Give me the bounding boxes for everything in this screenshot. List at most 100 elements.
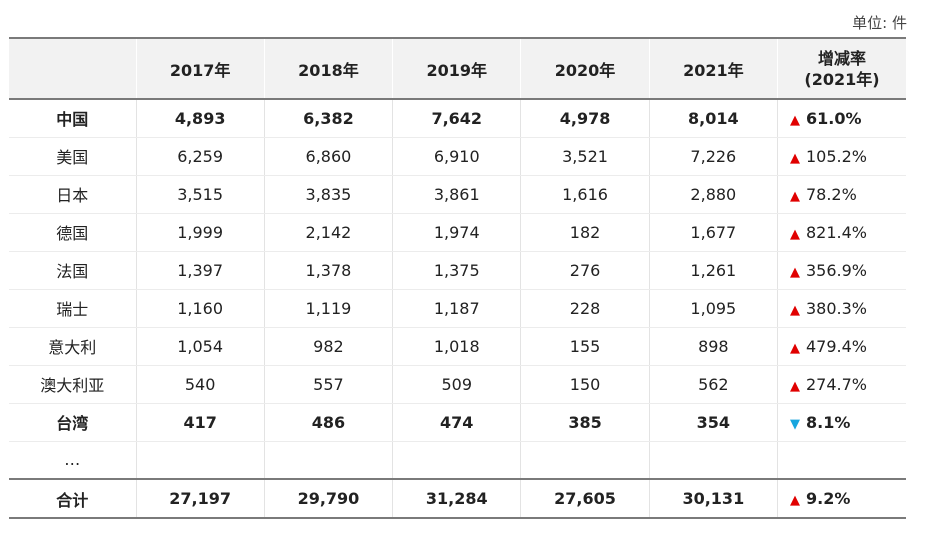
growth-value: 61.0% bbox=[805, 108, 862, 128]
growth-value: 479.4% bbox=[805, 336, 867, 356]
value-cell: 3,515 bbox=[135, 175, 265, 214]
growth-cell: ▲ 821.4% bbox=[776, 213, 906, 252]
value-cell: 417 bbox=[135, 403, 265, 442]
value-cell: 540 bbox=[135, 365, 265, 404]
value-cell: 182 bbox=[520, 213, 650, 252]
value-cell bbox=[648, 441, 778, 480]
value-cell: 228 bbox=[520, 289, 650, 328]
value-cell: 486 bbox=[263, 403, 393, 442]
value-cell: 3,521 bbox=[520, 137, 650, 176]
header-year: 2019年 bbox=[392, 37, 521, 100]
value-cell: 474 bbox=[392, 403, 521, 442]
value-cell: 7,226 bbox=[648, 137, 778, 176]
row-label: 合计 bbox=[9, 478, 136, 519]
value-cell: 385 bbox=[520, 403, 650, 442]
up-triangle-icon: ▲ bbox=[789, 378, 800, 394]
value-cell: 7,642 bbox=[392, 99, 521, 138]
value-cell: 155 bbox=[520, 327, 650, 366]
value-cell bbox=[392, 441, 521, 480]
value-cell: 982 bbox=[263, 327, 393, 366]
unit-label: 单位: 件 bbox=[852, 14, 907, 32]
header-corner bbox=[9, 37, 136, 100]
value-cell: 1,397 bbox=[135, 251, 265, 290]
value-cell: 562 bbox=[648, 365, 778, 404]
up-triangle-icon: ▲ bbox=[789, 493, 800, 508]
table-row: 台湾 417 486 474 385 354 ▼ 8.1% bbox=[9, 403, 906, 442]
value-cell: 1,187 bbox=[392, 289, 521, 328]
growth-cell bbox=[776, 441, 906, 480]
header-year: 2020年 bbox=[520, 37, 650, 100]
value-cell: 1,119 bbox=[263, 289, 393, 328]
header-year: 2018年 bbox=[263, 37, 393, 100]
table-row: 澳大利亚 540 557 509 150 562 ▲ 274.7% bbox=[9, 365, 906, 404]
table-row: 德国 1,999 2,142 1,974 182 1,677 ▲ 821.4% bbox=[9, 213, 906, 252]
value-cell: 8,014 bbox=[648, 99, 778, 138]
down-triangle-icon: ▼ bbox=[789, 416, 800, 432]
growth-value: 9.2% bbox=[805, 489, 851, 508]
value-cell bbox=[520, 441, 650, 480]
growth-value: 274.7% bbox=[805, 374, 867, 394]
growth-cell: ▲ 61.0% bbox=[776, 99, 906, 138]
growth-cell: ▲ 105.2% bbox=[776, 137, 906, 176]
row-label: 法国 bbox=[9, 251, 136, 290]
value-cell: 150 bbox=[520, 365, 650, 404]
table-row: 日本 3,515 3,835 3,861 1,616 2,880 ▲ 78.2% bbox=[9, 175, 906, 214]
table-row: 中国 4,893 6,382 7,642 4,978 8,014 ▲ 61.0% bbox=[9, 99, 906, 138]
value-cell: 6,860 bbox=[263, 137, 393, 176]
value-cell bbox=[263, 441, 393, 480]
header-year: 2017年 bbox=[135, 37, 265, 100]
value-cell: 557 bbox=[263, 365, 393, 404]
up-triangle-icon: ▲ bbox=[789, 302, 800, 318]
value-cell: 1,261 bbox=[648, 251, 778, 290]
value-cell: 1,018 bbox=[392, 327, 521, 366]
row-label: 日本 bbox=[9, 175, 136, 214]
row-label: 瑞士 bbox=[9, 289, 136, 328]
total-row: 合计 27,197 29,790 31,284 27,605 30,131 ▲ 9.2% bbox=[9, 478, 906, 519]
growth-cell: ▲ 479.4% bbox=[776, 327, 906, 366]
table-row: … bbox=[9, 441, 906, 480]
row-label: 台湾 bbox=[9, 403, 136, 442]
value-cell: 3,861 bbox=[392, 175, 521, 214]
value-cell: 1,375 bbox=[392, 251, 521, 290]
value-cell: 898 bbox=[648, 327, 778, 366]
growth-cell: ▼ 8.1% bbox=[776, 403, 906, 442]
table-row: 意大利 1,054 982 1,018 155 898 ▲ 479.4% bbox=[9, 327, 906, 366]
value-cell: 1,160 bbox=[135, 289, 265, 328]
value-cell: 509 bbox=[392, 365, 521, 404]
value-cell: 1,378 bbox=[263, 251, 393, 290]
growth-cell: ▲ 380.3% bbox=[776, 289, 906, 328]
header-growth-title: 增减率 bbox=[817, 48, 866, 68]
value-cell: 4,978 bbox=[520, 99, 650, 138]
table-row: 法国 1,397 1,378 1,375 276 1,261 ▲ 356.9% bbox=[9, 251, 906, 290]
value-cell: 6,382 bbox=[263, 99, 393, 138]
up-triangle-icon: ▲ bbox=[789, 112, 800, 128]
header-row: 2017年 2018年 2019年 2020年 2021年 增减率 (2021年… bbox=[9, 37, 906, 100]
header-year: 2021年 bbox=[648, 37, 778, 100]
value-cell: 1,616 bbox=[520, 175, 650, 214]
row-label: … bbox=[9, 441, 136, 480]
growth-value: 821.4% bbox=[805, 222, 867, 242]
value-cell: 4,893 bbox=[135, 99, 265, 138]
up-triangle-icon: ▲ bbox=[789, 188, 800, 204]
value-cell: 1,974 bbox=[392, 213, 521, 252]
value-cell: 29,790 bbox=[263, 478, 393, 519]
growth-value: 105.2% bbox=[805, 146, 867, 166]
value-cell: 6,259 bbox=[135, 137, 265, 176]
value-cell: 354 bbox=[648, 403, 778, 442]
value-cell: 276 bbox=[520, 251, 650, 290]
table-row: 美国 6,259 6,860 6,910 3,521 7,226 ▲ 105.2% bbox=[9, 137, 906, 176]
growth-value: 380.3% bbox=[805, 298, 867, 318]
growth-cell: ▲ 9.2% bbox=[776, 478, 906, 519]
growth-value: 356.9% bbox=[805, 260, 867, 280]
value-cell bbox=[135, 441, 265, 480]
row-label: 美国 bbox=[9, 137, 136, 176]
growth-value: 78.2% bbox=[805, 184, 857, 204]
growth-cell: ▲ 78.2% bbox=[776, 175, 906, 214]
table-row: 瑞士 1,160 1,119 1,187 228 1,095 ▲ 380.3% bbox=[9, 289, 906, 328]
up-triangle-icon: ▲ bbox=[789, 264, 800, 280]
growth-cell: ▲ 274.7% bbox=[776, 365, 906, 404]
row-label: 德国 bbox=[9, 213, 136, 252]
up-triangle-icon: ▲ bbox=[789, 150, 800, 166]
value-cell: 2,880 bbox=[648, 175, 778, 214]
value-cell: 27,197 bbox=[135, 478, 265, 519]
